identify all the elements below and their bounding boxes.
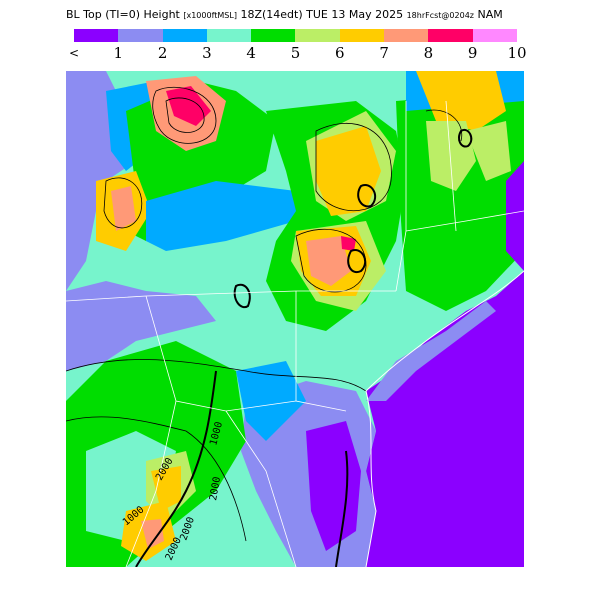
boundary-layer-fill-regions: [66, 71, 524, 567]
title-model: NAM: [477, 8, 503, 21]
title-field: BL Top (TI=0) Height: [66, 8, 180, 21]
title-units: [x1000ftMSL]: [183, 11, 237, 20]
legend-tick-label: 7: [379, 44, 389, 62]
weather-map: 1000 2000 2000 2000 1000 2000: [66, 71, 524, 567]
legend-swatch: [118, 29, 163, 42]
legend-swatch: [472, 29, 517, 42]
legend-tick-label: 1: [113, 44, 124, 62]
legend-tick-label: 8: [423, 44, 434, 62]
chart-title: BL Top (TI=0) Height [x1000ftMSL] 18Z(14…: [66, 8, 503, 21]
legend-swatch: [162, 29, 207, 42]
title-valid-time: 18Z(14edt) TUE 13 May 2025: [240, 8, 404, 21]
legend-tick-label: 2: [157, 44, 168, 62]
color-legend: [74, 29, 517, 42]
legend-tick-label: 6: [335, 44, 345, 62]
legend-tick-label: 10: [507, 44, 527, 62]
state-boundaries: [66, 100, 524, 567]
legend-tick-label: <: [68, 46, 80, 60]
title-forecast: 18hrFcst@0204z: [406, 11, 474, 20]
bold-contour-lines: [135, 128, 473, 567]
legend-swatch: [339, 29, 385, 42]
legend-swatch: [428, 29, 473, 42]
legend-swatch: [206, 29, 252, 42]
legend-tick-label: 9: [467, 44, 478, 62]
legend-tick-label: 5: [290, 44, 301, 62]
legend-tick-label: 3: [202, 44, 212, 62]
contour-lines: [66, 87, 463, 542]
legend-tick-label: 4: [246, 44, 256, 62]
legend-swatch: [384, 29, 429, 42]
legend-swatch: [74, 29, 119, 42]
legend-swatch: [295, 29, 340, 42]
legend-swatch: [251, 29, 296, 42]
contour-label: 2000: [208, 476, 223, 502]
coastline: [365, 270, 524, 567]
legend-tick-labels: <1 2 3 4 5 6 7 8 9 10: [66, 44, 536, 62]
